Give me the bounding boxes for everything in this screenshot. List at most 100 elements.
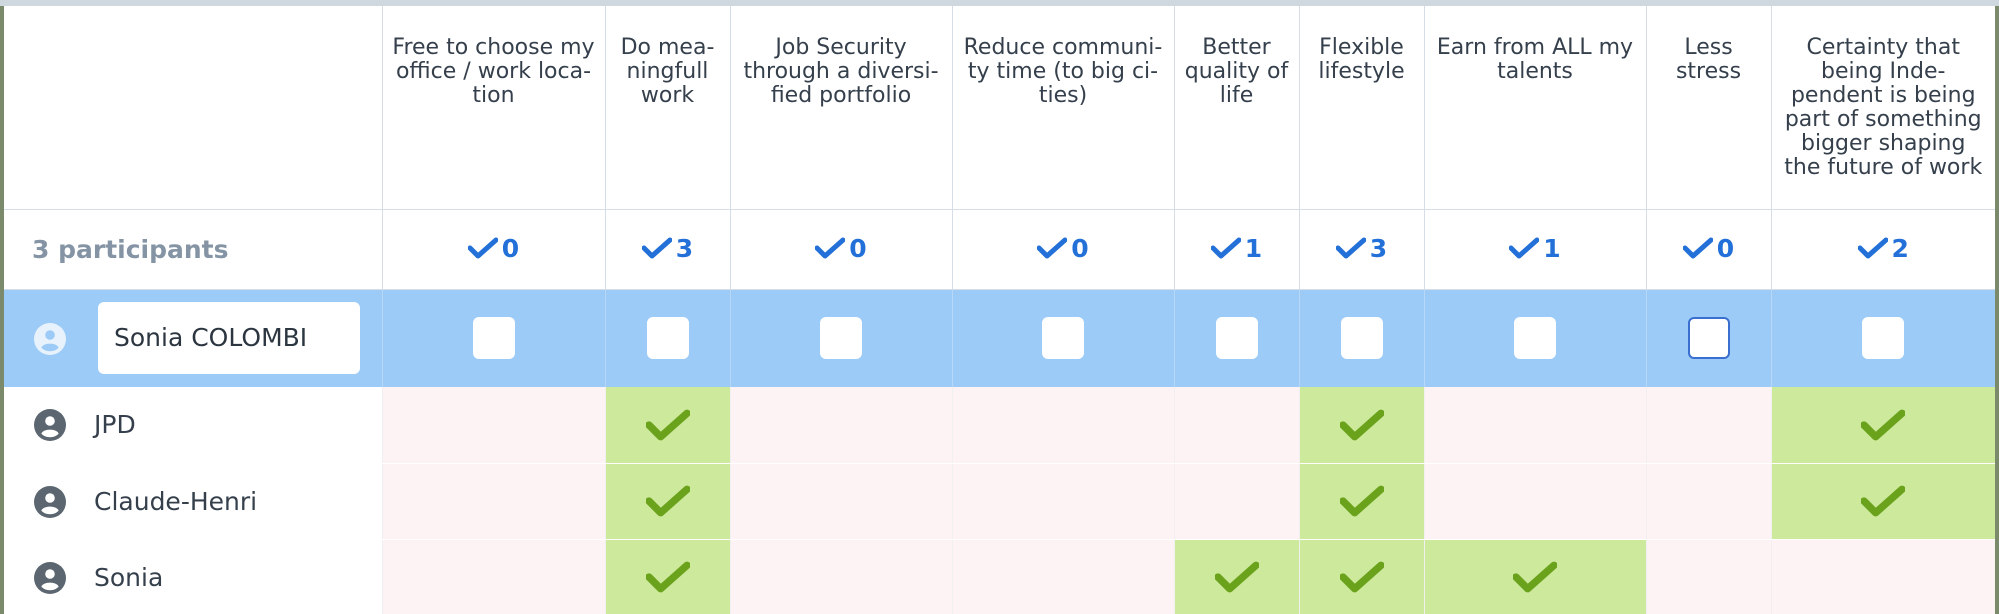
participants-count: 3 participants bbox=[4, 209, 382, 290]
vote-no-cell bbox=[381, 539, 605, 614]
vote-count: 1 bbox=[1210, 233, 1263, 263]
vote-count-cell: 3 bbox=[604, 209, 730, 290]
person-icon bbox=[34, 485, 66, 518]
check-icon bbox=[645, 485, 690, 517]
vote-count: 0 bbox=[815, 233, 867, 263]
vote-no-cell bbox=[951, 463, 1174, 540]
vote-no-cell bbox=[1423, 463, 1646, 540]
check-icon bbox=[1857, 237, 1888, 259]
check-icon bbox=[1861, 485, 1906, 517]
vote-checkbox-cell bbox=[604, 289, 730, 387]
vote-count: 0 bbox=[467, 234, 519, 263]
vote-count-value: 1 bbox=[1244, 233, 1263, 263]
option-header: Earn from ALL my talents bbox=[1423, 6, 1646, 210]
vote-checkbox[interactable] bbox=[1340, 317, 1383, 360]
check-icon bbox=[1861, 409, 1906, 441]
vote-count-value: 0 bbox=[1071, 233, 1089, 263]
check-icon bbox=[1513, 561, 1557, 593]
vote-count-row: 3 participants 0 3 0 0 1 3 1 0 2 bbox=[4, 209, 1995, 290]
vote-no-cell bbox=[951, 387, 1174, 464]
check-icon bbox=[645, 409, 690, 441]
vote-count: 1 bbox=[1509, 233, 1561, 263]
vote-count: 0 bbox=[1037, 233, 1089, 263]
poll-panel: Free to choose my office / work loca-tio… bbox=[4, 6, 1995, 614]
vote-no-cell bbox=[951, 539, 1174, 614]
vote-no-cell bbox=[1645, 387, 1771, 464]
option-header: Less stress bbox=[1645, 6, 1771, 210]
participant-row: JPD bbox=[4, 387, 1995, 464]
vote-no-cell bbox=[1645, 463, 1771, 540]
vote-count-cell: 0 bbox=[951, 209, 1174, 290]
vote-yes-cell bbox=[1770, 387, 1995, 464]
vote-count-cell: 0 bbox=[381, 209, 605, 290]
vote-no-cell bbox=[729, 539, 952, 614]
vote-checkbox[interactable] bbox=[1215, 317, 1258, 360]
vote-no-cell bbox=[381, 387, 605, 464]
vote-count: 3 bbox=[641, 233, 694, 263]
vote-count-value: 0 bbox=[849, 233, 867, 263]
vote-checkbox-cell bbox=[1298, 289, 1424, 387]
check-icon bbox=[815, 237, 846, 259]
vote-checkbox-cell bbox=[1770, 289, 1995, 387]
vote-count-cell: 1 bbox=[1423, 209, 1646, 290]
vote-yes-cell bbox=[604, 463, 730, 540]
option-header: Free to choose my office / work loca-tio… bbox=[381, 6, 605, 210]
vote-checkbox-cell bbox=[729, 289, 952, 387]
vote-no-cell bbox=[1645, 539, 1771, 614]
vote-yes-cell bbox=[1423, 539, 1646, 614]
vote-count-value: 3 bbox=[675, 233, 694, 263]
option-header: Certainty that being Inde-pendent is bei… bbox=[1770, 6, 1995, 210]
vote-count-cell: 0 bbox=[729, 209, 952, 290]
option-header: Do mea-ningfull work bbox=[604, 6, 730, 210]
participant-row: Sonia bbox=[4, 539, 1995, 614]
check-icon bbox=[1339, 409, 1384, 441]
vote-yes-cell bbox=[1173, 539, 1299, 614]
check-icon bbox=[641, 237, 672, 259]
vote-yes-cell bbox=[1298, 387, 1424, 464]
vote-count-cell: 0 bbox=[1645, 209, 1771, 290]
vote-checkbox[interactable] bbox=[1862, 317, 1905, 360]
vote-count-cell: 2 bbox=[1770, 209, 1995, 290]
check-icon bbox=[1210, 237, 1241, 259]
vote-count-cell: 3 bbox=[1298, 209, 1424, 290]
new-vote-row bbox=[4, 289, 1995, 387]
option-header: Better quality of life bbox=[1173, 6, 1299, 210]
check-icon bbox=[1682, 237, 1713, 259]
vote-yes-cell bbox=[604, 387, 730, 464]
vote-count: 3 bbox=[1335, 234, 1387, 263]
vote-checkbox[interactable] bbox=[646, 317, 689, 360]
vote-checkbox-cell bbox=[1173, 289, 1299, 387]
vote-no-cell bbox=[1173, 463, 1299, 540]
window-top-strip bbox=[0, 0, 1999, 6]
vote-checkbox[interactable] bbox=[1687, 317, 1730, 360]
participant-name-cell: JPD bbox=[4, 387, 382, 464]
vote-checkbox[interactable] bbox=[820, 317, 862, 360]
vote-count-value: 1 bbox=[1543, 233, 1561, 263]
new-participant-cell bbox=[4, 289, 382, 387]
vote-checkbox[interactable] bbox=[472, 317, 515, 360]
vote-yes-cell bbox=[1298, 539, 1424, 614]
vote-checkbox[interactable] bbox=[1042, 317, 1084, 360]
vote-no-cell bbox=[1770, 539, 1995, 614]
person-icon bbox=[34, 561, 66, 594]
check-icon bbox=[1339, 561, 1384, 593]
participant-name: JPD bbox=[94, 410, 136, 439]
participant-name-cell: Sonia bbox=[4, 539, 382, 614]
vote-yes-cell bbox=[1298, 463, 1424, 540]
corner-cell bbox=[4, 6, 382, 210]
vote-checkbox-cell bbox=[1645, 289, 1771, 387]
vote-no-cell bbox=[729, 463, 952, 540]
check-icon bbox=[1214, 561, 1259, 593]
vote-no-cell bbox=[381, 463, 605, 540]
vote-checkbox-cell bbox=[381, 289, 605, 387]
participant-name-input[interactable] bbox=[98, 301, 360, 374]
vote-checkbox[interactable] bbox=[1514, 317, 1556, 360]
poll-table: Free to choose my office / work loca-tio… bbox=[4, 6, 1995, 614]
participant-row: Claude-Henri bbox=[4, 463, 1995, 540]
option-header: Reduce communi-ty time (to big ci-ties) bbox=[951, 6, 1174, 210]
vote-count-value: 0 bbox=[1716, 233, 1735, 263]
option-header: Job Security through a diversi-fied port… bbox=[729, 6, 952, 210]
vote-count-value: 2 bbox=[1891, 233, 1909, 263]
vote-no-cell bbox=[1173, 387, 1299, 464]
option-header: Flexible lifestyle bbox=[1298, 6, 1424, 210]
